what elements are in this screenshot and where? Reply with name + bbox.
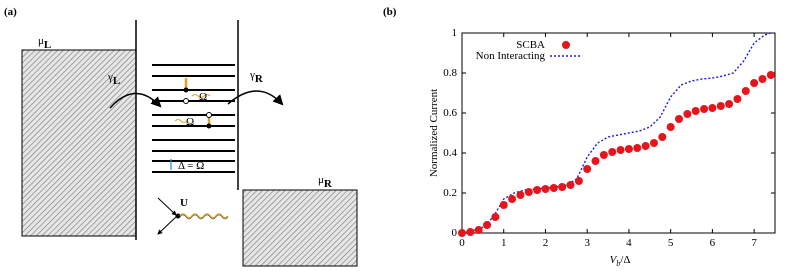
panel-label: (a) <box>4 6 17 18</box>
symbol: μ <box>38 35 44 47</box>
data-point <box>549 184 558 192</box>
data-point <box>466 228 475 236</box>
data-point <box>558 183 567 191</box>
data-point <box>608 148 617 156</box>
data-point <box>541 185 550 193</box>
data-point <box>574 177 583 185</box>
symbol: γ <box>249 69 255 81</box>
y-tick-label: 0.8 <box>443 67 457 79</box>
panel-a: (a) μL μR γL γR Ω <box>4 6 358 267</box>
y-tick-label: 0.4 <box>443 147 457 159</box>
data-point <box>649 139 658 147</box>
data-point <box>616 146 625 154</box>
data-point <box>766 71 775 79</box>
tunnel-arrow-right <box>227 90 284 106</box>
panel-label: (b) <box>383 6 397 18</box>
data-point <box>458 229 466 237</box>
data-point <box>483 221 492 229</box>
data-point <box>491 213 500 221</box>
plot-frame <box>461 32 776 234</box>
data-point <box>700 105 709 113</box>
series-line <box>461 32 772 234</box>
x-tick-label: 4 <box>626 237 632 249</box>
x-tick-label: 7 <box>751 237 757 249</box>
data-point <box>641 142 650 150</box>
data-point <box>533 186 542 194</box>
data-point <box>716 102 725 110</box>
data-point <box>599 151 608 159</box>
data-point <box>508 195 517 203</box>
omega-label: Ω <box>186 116 194 128</box>
data-point <box>725 100 734 108</box>
data-point <box>666 123 675 131</box>
y-tick-label: 0 <box>452 227 458 239</box>
interaction-vertex <box>157 197 229 235</box>
data-point <box>591 157 600 165</box>
data-point <box>658 133 667 141</box>
gamma-left: γL <box>107 71 120 87</box>
y-axis-label: Normalized Current <box>428 89 440 177</box>
mu-left: μL <box>38 35 51 51</box>
data-point <box>758 75 767 83</box>
legend-label: Non Interacting <box>476 50 546 62</box>
omega-label: Ω <box>199 91 207 103</box>
data-point <box>683 110 692 118</box>
subscript: L <box>113 75 120 87</box>
y-tick-label: 0.2 <box>443 187 457 199</box>
data-point <box>733 95 742 103</box>
legend-label: SCBA <box>516 39 545 51</box>
subscript: L <box>44 39 51 51</box>
x-tick-label: 2 <box>543 237 549 249</box>
data-point <box>583 165 592 173</box>
data-point <box>741 87 750 95</box>
data-point <box>499 201 508 209</box>
gamma-right: γR <box>249 69 264 85</box>
interaction-label: U <box>180 197 188 209</box>
subscript: R <box>324 178 333 190</box>
x-tick-label: 5 <box>668 237 674 249</box>
x-label-rest: /Δ <box>620 254 630 266</box>
subscript: R <box>255 73 264 85</box>
y-tick-label: 0.6 <box>443 107 457 119</box>
data-point <box>474 226 483 234</box>
mu-right: μR <box>318 174 333 190</box>
right-reservoir <box>242 189 358 267</box>
data-point <box>708 104 717 112</box>
panel-b: (b) Normalized Current Vb/Δ 0 0.2 0.4 0.6 0.… <box>383 6 776 268</box>
x-tick-label: 1 <box>501 237 507 249</box>
x-tick-label: 0 <box>459 237 465 249</box>
x-label-main: V <box>610 254 618 266</box>
data-point <box>633 144 642 152</box>
symbol: γ <box>107 71 113 83</box>
x-tick-label: 3 <box>584 237 590 249</box>
legend-marker <box>562 41 570 49</box>
x-axis-label: Vb/Δ <box>610 254 631 268</box>
y-tick-label: 1 <box>452 27 458 39</box>
data-point <box>691 107 700 115</box>
data-point <box>566 181 575 189</box>
phonon-transitions <box>174 78 212 129</box>
spacing-label: Δ = Ω <box>178 160 204 172</box>
energy-levels <box>152 64 235 173</box>
symbol: μ <box>318 174 324 186</box>
data-point <box>516 191 525 199</box>
data-point <box>524 188 533 196</box>
left-reservoir <box>21 49 137 237</box>
x-tick-label: 6 <box>710 237 716 249</box>
data-point <box>675 115 684 123</box>
data-point <box>624 145 633 153</box>
x-label-sub: b <box>616 259 620 268</box>
data-point <box>750 79 759 87</box>
